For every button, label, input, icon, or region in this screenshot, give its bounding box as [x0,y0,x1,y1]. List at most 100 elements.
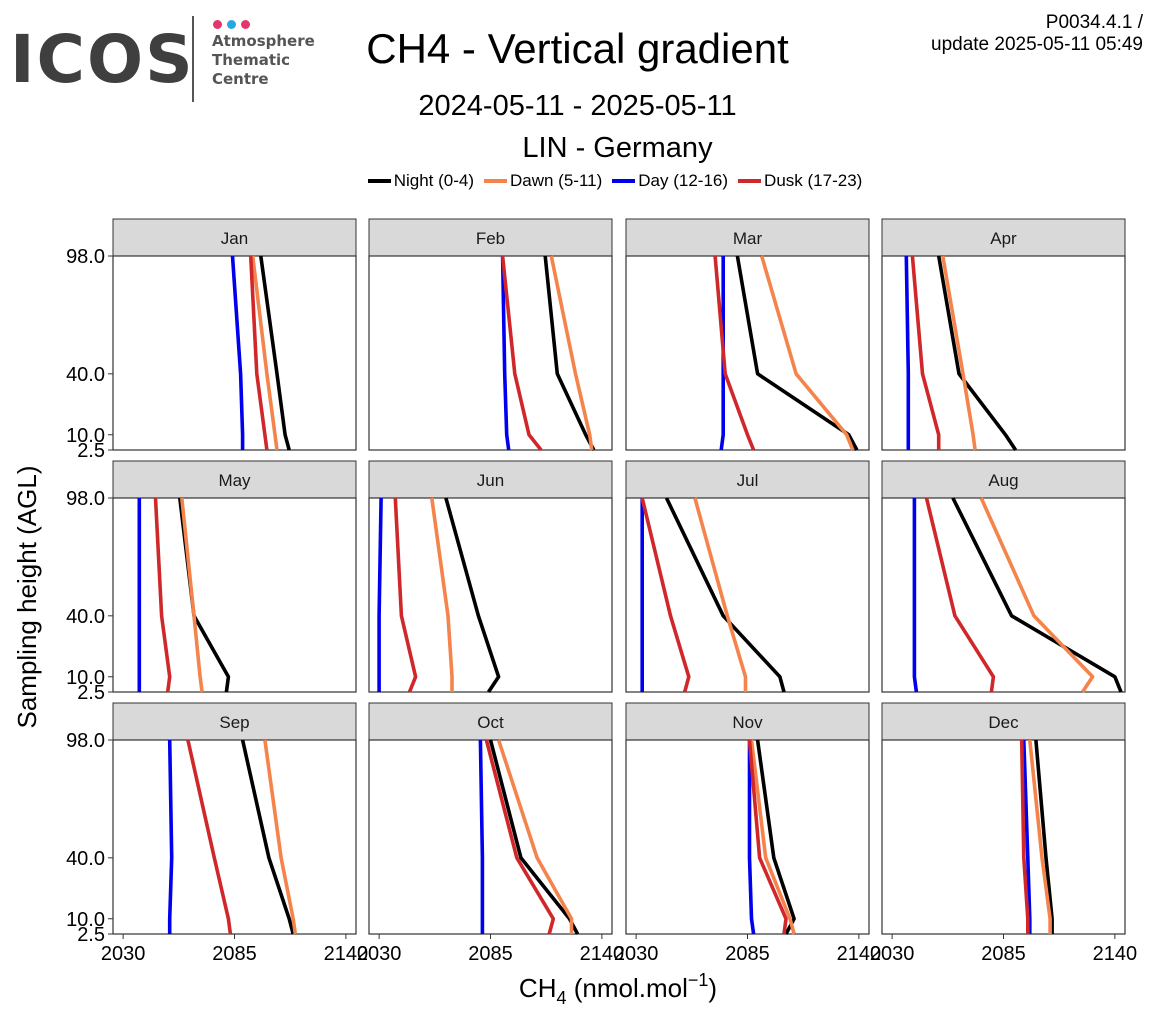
legend-item: Dusk (17-23) [738,171,862,191]
series-line [912,498,919,693]
facet-strip [625,460,870,499]
logo-subtitle: Atmosphere Thematic Centre [212,32,315,89]
series-line [377,497,383,692]
x-tick-label: 2140 [324,943,369,965]
facet-strip [112,702,357,741]
series-line [1034,739,1054,934]
facet-strip [625,218,870,257]
legend-swatch [367,179,391,183]
panel-frame [112,497,357,693]
facet-strip-label: Feb [476,229,505,248]
panel-frame [368,497,613,693]
logo-dot-1 [213,20,222,29]
x-tick-label: 2085 [981,943,1026,965]
series-line [1028,739,1052,934]
series-line [713,255,756,451]
facet-strip-label: Jun [477,471,504,490]
facet-strip-label: Nov [732,713,763,732]
legend-item: Day (12-16) [612,171,728,191]
legend-item: Night (0-4) [367,171,474,191]
chart-legend: Night (0-4) Dawn (5-11) Day (12-16) Dusk… [0,171,1155,191]
facet-strip [368,702,613,741]
logo-wordmark: ICOS [10,21,195,98]
x-axis-title-unit: (nmol.mol [567,973,688,1003]
series-line [924,497,996,693]
series-line [549,255,594,451]
x-tick-label: 2030 [101,943,146,965]
series-line [180,497,204,693]
series-line [259,255,291,451]
series-line [263,739,298,935]
legend-label: Night (0-4) [393,171,474,190]
series-line [496,739,574,934]
panel-frame [368,255,613,451]
logo-dots [213,16,255,34]
panel-frame [881,739,1126,935]
series-line [230,255,245,450]
legend-swatch [484,179,507,183]
panel-frame [881,255,1126,451]
chart-station: LIN - Germany [522,132,713,164]
icos-logo: ICOS Atmosphere Thematic Centre [10,14,330,106]
facet-strip-label: Mar [733,229,763,248]
series-line [1019,739,1030,934]
y-tick-label: 2.5 [77,924,105,946]
legend-item: Dawn (5-11) [484,171,602,191]
logo-divider [192,16,194,102]
logo-dot-3 [241,20,250,29]
series-line [904,255,911,450]
facet-strip [881,218,1126,257]
y-tick-label: 98.0 [66,488,105,510]
x-tick-label: 2140 [837,943,882,965]
facet-strip [112,460,357,499]
panel-frame [625,255,870,451]
facet-strip [881,460,1126,499]
series-line [167,739,174,934]
x-axis-title-superscript: −1 [688,970,709,990]
y-tick-label: 40.0 [66,364,105,386]
series-line [693,497,748,692]
facet-strip-label: Dec [988,713,1019,732]
series-line [1022,739,1032,934]
facet-strip-label: Jul [737,471,759,490]
chart-period: 2024-05-11 - 2025-05-11 [418,90,737,122]
series-line [640,497,691,693]
x-tick-label: 2030 [357,943,402,965]
facet-strip-label: Apr [990,229,1017,248]
facet-strip-label: Aug [988,471,1018,490]
y-tick-label: 98.0 [66,246,105,268]
legend-label: Day (12-16) [638,171,729,190]
series-line [240,739,295,935]
series-line [941,255,977,451]
x-tick-label: 2030 [870,943,915,965]
y-tick-label: 10.0 [66,667,105,689]
facet-strip [112,218,357,257]
y-tick-label: 40.0 [66,848,105,870]
x-axis-title-close: ) [708,973,717,1003]
panel-frame [625,739,870,935]
series-line [393,497,418,693]
series-line [755,739,796,935]
y-tick-label: 10.0 [66,425,105,447]
legend-swatch [738,179,762,183]
version-line-2: update 2025-05-11 05:49 [931,34,1143,55]
series-line [444,497,501,693]
panel-frame [625,497,870,693]
facet-strip [881,702,1126,741]
series-line [936,255,1018,451]
x-axis-title: CH4 (nmol.mol−1) [519,970,717,1008]
logo-line: Thematic [212,51,291,69]
y-tick-label: 2.5 [77,440,105,462]
series-line [910,255,941,450]
chart-title: CH4 - Vertical gradient [366,25,789,72]
y-tick-label: 40.0 [66,606,105,628]
series-line [500,255,511,451]
x-tick-label: 2030 [614,943,659,965]
x-tick-label: 2085 [212,943,257,965]
series-line [430,497,454,692]
series-line [747,739,788,935]
version-info: P0034.4.1 / update 2025-05-11 05:49 [931,12,1143,56]
series-line [500,255,543,452]
y-tick-label: 2.5 [77,682,105,704]
